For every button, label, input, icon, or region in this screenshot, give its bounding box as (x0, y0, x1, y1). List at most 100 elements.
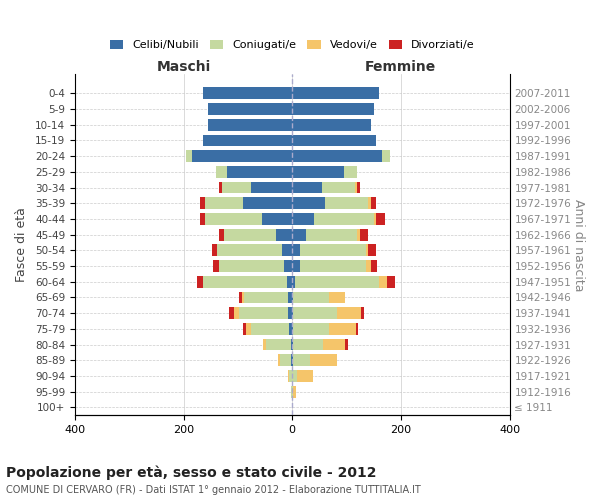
Bar (358, 229, 360, 240)
Bar (292, 134, 376, 146)
Bar (280, 354, 291, 366)
Bar (216, 166, 227, 178)
Bar (345, 338, 347, 350)
Bar (301, 260, 365, 272)
Bar (242, 292, 244, 304)
Bar (203, 88, 292, 99)
Bar (200, 213, 205, 225)
Bar (217, 244, 283, 256)
Bar (212, 244, 217, 256)
Bar (239, 308, 288, 319)
Bar (292, 292, 293, 304)
Bar (323, 338, 345, 350)
Bar (197, 276, 203, 287)
Bar (292, 386, 293, 398)
Bar (344, 166, 358, 178)
Bar (284, 260, 292, 272)
Bar (266, 338, 290, 350)
Bar (293, 338, 323, 350)
Bar (293, 386, 296, 398)
Y-axis label: Anni di nascita: Anni di nascita (572, 198, 585, 291)
Bar (276, 229, 292, 240)
Bar (246, 323, 251, 335)
Bar (293, 292, 329, 304)
Bar (278, 354, 280, 366)
Bar (227, 166, 292, 178)
Bar (295, 276, 379, 287)
Bar (224, 229, 276, 240)
Text: Femmine: Femmine (365, 60, 436, 74)
Bar (325, 198, 368, 209)
Bar (360, 229, 368, 240)
Bar (288, 308, 292, 319)
Bar (292, 88, 379, 99)
Bar (292, 198, 325, 209)
Bar (229, 308, 233, 319)
Bar (322, 182, 355, 194)
Bar (301, 244, 365, 256)
Bar (368, 198, 371, 209)
Bar (365, 244, 368, 256)
Bar (292, 338, 293, 350)
Bar (329, 323, 356, 335)
Bar (292, 370, 296, 382)
Bar (329, 292, 345, 304)
Bar (233, 308, 239, 319)
Bar (288, 370, 289, 382)
Text: COMUNE DI CERVARO (FR) - Dati ISTAT 1° gennaio 2012 - Elaborazione TUTTITALIA.IT: COMUNE DI CERVARO (FR) - Dati ISTAT 1° g… (6, 485, 421, 495)
Bar (293, 354, 310, 366)
Bar (192, 150, 292, 162)
Bar (200, 198, 205, 209)
Bar (292, 229, 306, 240)
Bar (358, 182, 360, 194)
Bar (287, 276, 292, 287)
Bar (289, 323, 292, 335)
Bar (306, 229, 358, 240)
Bar (244, 323, 246, 335)
Bar (382, 150, 390, 162)
Bar (219, 260, 284, 272)
Bar (221, 182, 251, 194)
Bar (356, 323, 358, 335)
Bar (219, 182, 221, 194)
Bar (289, 370, 292, 382)
Bar (293, 323, 329, 335)
Bar (337, 308, 361, 319)
Bar (292, 260, 301, 272)
Bar (244, 198, 292, 209)
Bar (262, 213, 292, 225)
Bar (292, 354, 293, 366)
Bar (203, 134, 292, 146)
Bar (376, 213, 385, 225)
Bar (371, 198, 376, 209)
Bar (186, 150, 192, 162)
Bar (387, 276, 395, 287)
Bar (263, 338, 266, 350)
Bar (355, 182, 358, 194)
Bar (293, 308, 337, 319)
Bar (292, 103, 374, 115)
Bar (292, 150, 382, 162)
Text: Maschi: Maschi (157, 60, 211, 74)
Bar (379, 276, 387, 287)
Bar (292, 182, 322, 194)
Bar (292, 323, 293, 335)
Bar (314, 213, 374, 225)
Bar (292, 244, 301, 256)
Bar (205, 198, 244, 209)
Bar (292, 308, 293, 319)
Bar (292, 119, 371, 130)
Bar (290, 338, 292, 350)
Bar (203, 276, 287, 287)
Bar (368, 244, 376, 256)
Bar (219, 229, 224, 240)
Bar (374, 213, 376, 225)
Legend: Celibi/Nubili, Coniugati/e, Vedovi/e, Divorziati/e: Celibi/Nubili, Coniugati/e, Vedovi/e, Di… (106, 36, 479, 54)
Bar (208, 119, 292, 130)
Bar (371, 260, 377, 272)
Bar (365, 260, 371, 272)
Bar (292, 213, 314, 225)
Bar (251, 182, 292, 194)
Bar (288, 292, 292, 304)
Bar (208, 103, 292, 115)
